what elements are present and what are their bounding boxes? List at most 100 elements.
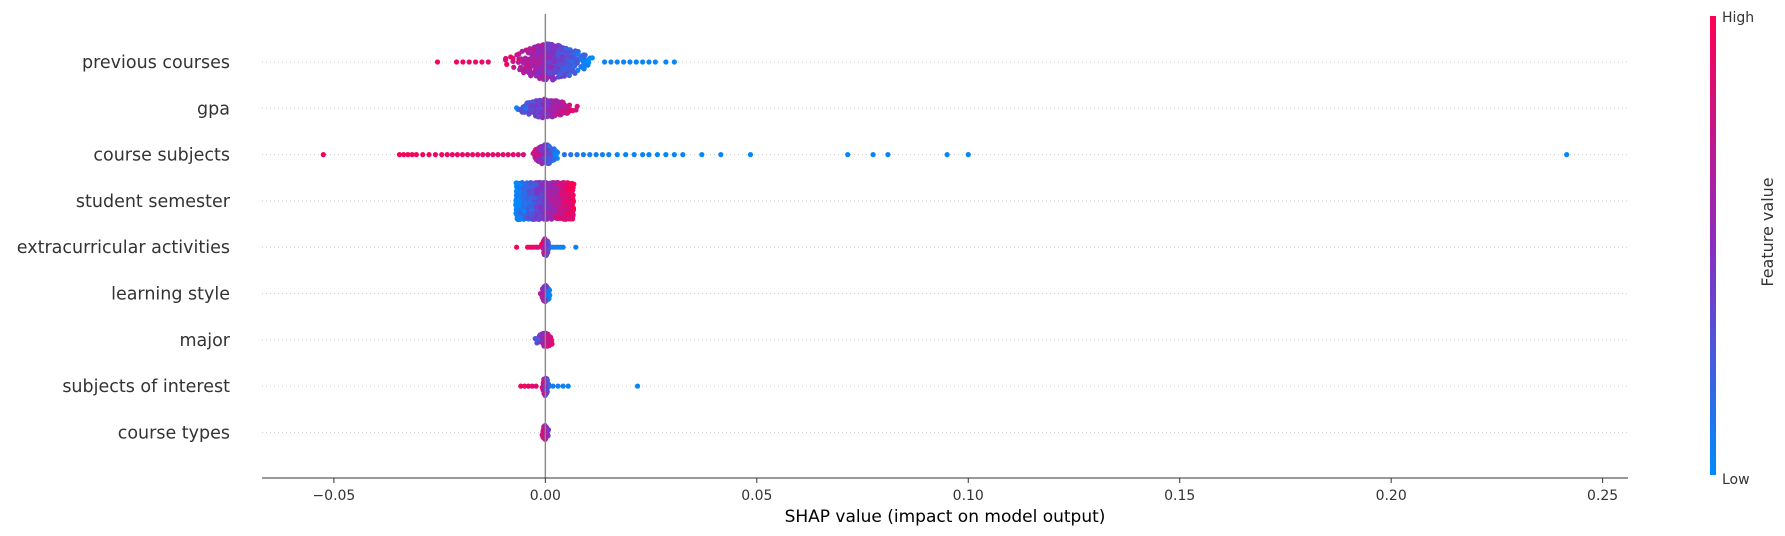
shap-point bbox=[539, 109, 545, 115]
x-tick-label: −0.05 bbox=[312, 488, 355, 504]
shap-point bbox=[557, 71, 563, 77]
shap-point bbox=[464, 152, 471, 158]
shap-point bbox=[534, 151, 540, 158]
shap-point bbox=[566, 213, 572, 219]
shap-point bbox=[517, 182, 523, 188]
shap-point bbox=[485, 59, 491, 65]
shap-point bbox=[573, 56, 580, 62]
shap-point bbox=[552, 156, 558, 162]
shap-point bbox=[516, 202, 522, 208]
shap-point bbox=[561, 152, 567, 158]
shap-point bbox=[570, 205, 577, 211]
shap-point bbox=[885, 152, 891, 158]
shap-point bbox=[747, 152, 754, 158]
shap-point bbox=[539, 114, 546, 121]
shap-point bbox=[560, 66, 566, 72]
colorbar-gradient bbox=[1710, 16, 1716, 475]
shap-point bbox=[320, 152, 326, 158]
feature-label: student semester bbox=[76, 192, 231, 212]
shap-point bbox=[510, 55, 516, 61]
shap-point bbox=[552, 214, 558, 220]
shap-point bbox=[531, 56, 537, 62]
shap-point bbox=[527, 180, 533, 186]
shap-point bbox=[547, 70, 553, 76]
shap-point bbox=[663, 59, 669, 65]
shap-point bbox=[671, 59, 677, 65]
shap-point bbox=[520, 152, 526, 158]
shap-point bbox=[870, 152, 876, 158]
shap-point bbox=[453, 59, 460, 65]
shap-point bbox=[587, 152, 593, 158]
shap-point bbox=[551, 208, 557, 214]
shap-point bbox=[439, 152, 445, 158]
shap-point bbox=[541, 428, 547, 434]
colorbar-low-label: Low bbox=[1722, 472, 1750, 488]
shap-point bbox=[586, 59, 592, 66]
shap-point bbox=[535, 336, 541, 342]
shap-point bbox=[525, 48, 531, 54]
x-axis-ticks: −0.05 0.00 0.05 0.10 0.15 0.20 0.25 bbox=[312, 478, 1618, 504]
shap-point bbox=[516, 56, 522, 62]
shap-point bbox=[573, 244, 579, 250]
shap-point bbox=[500, 152, 506, 158]
shap-point bbox=[562, 184, 568, 190]
shap-point bbox=[504, 61, 510, 67]
shap-point bbox=[520, 60, 526, 66]
feature-label: course types bbox=[118, 423, 230, 443]
shap-point bbox=[646, 59, 652, 65]
shap-point bbox=[580, 152, 587, 158]
shap-point bbox=[569, 54, 575, 60]
shap-point bbox=[511, 64, 517, 70]
shap-point bbox=[546, 150, 552, 156]
shap-point bbox=[550, 107, 556, 113]
shap-point bbox=[552, 66, 558, 72]
colorbar-title: Feature value bbox=[1758, 177, 1777, 286]
shap-point bbox=[516, 51, 522, 57]
shap-point bbox=[475, 152, 481, 158]
shap-point bbox=[555, 193, 561, 199]
shap-point bbox=[548, 113, 554, 119]
shap-point bbox=[529, 383, 535, 389]
colorbar-high-label: High bbox=[1722, 10, 1754, 26]
shap-point bbox=[426, 152, 432, 158]
shap-point bbox=[444, 152, 450, 158]
shap-point bbox=[568, 152, 574, 158]
shap-point bbox=[568, 192, 574, 198]
shap-point bbox=[434, 59, 441, 65]
shap-point bbox=[535, 59, 541, 66]
shap-point bbox=[556, 47, 562, 53]
shap-point bbox=[548, 64, 554, 70]
shap-point bbox=[556, 61, 562, 67]
shap-point bbox=[513, 193, 520, 199]
x-tick-label: 0.05 bbox=[741, 488, 772, 504]
feature-label: extracurricular activities bbox=[17, 238, 230, 258]
shap-point bbox=[545, 292, 551, 298]
shap-point bbox=[449, 152, 455, 158]
shap-point bbox=[601, 59, 608, 65]
shap-point bbox=[559, 195, 565, 201]
shap-point bbox=[568, 201, 574, 207]
shap-point bbox=[479, 59, 485, 65]
shap-point bbox=[680, 152, 686, 158]
shap-point bbox=[646, 152, 652, 158]
shap-point bbox=[459, 152, 466, 158]
shap-point bbox=[460, 59, 466, 65]
shap-point bbox=[552, 186, 559, 192]
shap-point bbox=[466, 59, 472, 65]
shap-point bbox=[513, 198, 519, 204]
shap-point bbox=[540, 42, 546, 48]
shap-point bbox=[550, 383, 556, 389]
shap-point bbox=[502, 57, 509, 63]
shap-point bbox=[552, 152, 559, 158]
shap-point bbox=[633, 59, 639, 65]
shap-point bbox=[569, 187, 575, 193]
shap-point bbox=[965, 152, 971, 158]
shap-point bbox=[563, 45, 569, 51]
shap-point bbox=[546, 155, 552, 161]
shap-point bbox=[454, 152, 460, 158]
shap-point bbox=[530, 216, 536, 223]
shap-point bbox=[560, 244, 566, 250]
shap-point bbox=[409, 152, 415, 158]
shap-point bbox=[573, 107, 579, 113]
shap-point bbox=[581, 65, 587, 71]
